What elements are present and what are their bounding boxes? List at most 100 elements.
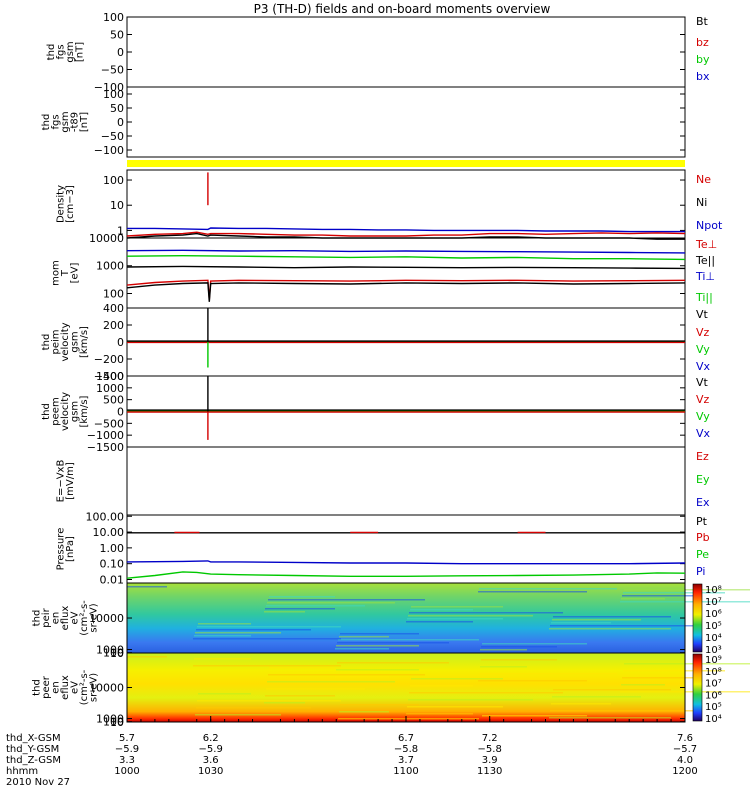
legend-entry: Vy xyxy=(696,410,710,423)
y-axis-label: [cm−3] xyxy=(65,185,76,223)
spectrogram-streak xyxy=(335,648,389,650)
x-tick-label: 5.7 xyxy=(119,733,135,744)
spectrogram-streak xyxy=(411,678,503,680)
x-tick-label: 3.3 xyxy=(119,755,135,766)
spectrogram-streak xyxy=(478,680,587,682)
spectrogram-streak xyxy=(337,642,449,644)
spectrogram-streak xyxy=(195,714,281,716)
series-line xyxy=(126,265,686,270)
spectrogram-streak xyxy=(409,612,563,614)
y-axis-label: gsm xyxy=(60,111,71,132)
spectrogram-streak xyxy=(410,609,473,611)
y-tick-label: 10 xyxy=(110,716,124,729)
mode-bar xyxy=(127,160,685,167)
panel-pressure: 100.00 10.00 1.00 0.10 0.01 Pressure[nPa] Pt Pb… xyxy=(55,510,709,586)
y-tick-label: 400 xyxy=(103,302,124,315)
y-axis-label: T xyxy=(60,269,71,277)
spectrogram-peir xyxy=(127,583,685,653)
spectrogram-streak xyxy=(337,662,449,664)
y-axis-label: thd xyxy=(46,44,57,61)
spectrogram-streak xyxy=(407,706,503,708)
legend-entry: Te|| xyxy=(695,254,715,267)
spectrogram-streak xyxy=(623,592,725,594)
legend-entry: Pi xyxy=(696,565,705,578)
axis-row-label: thd_Y-GSM xyxy=(6,744,59,755)
y-axis-label: Pressure xyxy=(55,528,66,571)
spectrogram-streak xyxy=(264,702,305,704)
x-tick-label: −5.8 xyxy=(394,744,418,755)
legend-entry: Vx xyxy=(696,360,711,373)
spectrogram-streak xyxy=(549,628,671,630)
spectrogram-streak xyxy=(622,677,695,679)
spectrogram-streak xyxy=(410,685,473,687)
y-tick-label: −100 xyxy=(94,144,124,157)
x-tick-label: 1000 xyxy=(114,766,139,777)
y-axis-label: thd xyxy=(32,610,43,627)
spectrogram-streak xyxy=(551,703,611,705)
spectrogram-streak xyxy=(269,596,335,598)
y-axis-label: [eV] xyxy=(70,263,81,284)
y-axis-label: sr-eV) xyxy=(89,603,100,632)
spectrogram-streak xyxy=(622,595,695,597)
y-axis-label: thd xyxy=(41,403,52,420)
y-axis-label: [km/s] xyxy=(79,395,90,427)
panels: 100500−50−100thdfgsgsm[nT]Btbzbybx100500… xyxy=(32,11,750,729)
x-tick-label: 6.2 xyxy=(203,733,219,744)
series-line xyxy=(126,279,686,300)
y-axis-label: thd xyxy=(41,114,52,131)
y-tick-label: 1000 xyxy=(96,382,124,395)
colorbar-strip xyxy=(692,653,703,722)
legend-entry: Ez xyxy=(696,450,709,463)
spectrogram-streak xyxy=(551,622,611,624)
y-tick-label: 1 xyxy=(117,224,124,237)
axis-row-label: 2010 Nov 27 xyxy=(6,777,70,788)
y-tick-label: 0.10 xyxy=(100,558,125,571)
y-axis-label: gsm xyxy=(65,41,76,62)
legend-entry: Vy xyxy=(696,343,710,356)
spectrogram-streak xyxy=(266,688,365,690)
spectrogram-streak xyxy=(624,663,750,665)
y-tick-label: 10000 xyxy=(89,612,124,625)
x-tick-label: 1130 xyxy=(477,766,502,777)
x-tick-label: −5.9 xyxy=(115,744,139,755)
spectrogram-streak xyxy=(267,602,395,604)
spectrogram-streak xyxy=(550,625,701,627)
spectrogram-streak xyxy=(197,700,341,702)
spectrogram-streak xyxy=(553,689,671,691)
spectrogram-streak xyxy=(268,674,425,676)
spectrogram-streak xyxy=(198,623,251,625)
spectrogram-streak xyxy=(481,659,557,661)
x-tick-label: 1100 xyxy=(393,766,418,777)
y-tick-label: 1000 xyxy=(96,713,124,726)
x-tick-label: −5.7 xyxy=(673,744,697,755)
spectrogram-streak xyxy=(480,666,527,668)
spectrogram-streak xyxy=(266,605,365,607)
legend-entry: Vz xyxy=(696,393,710,406)
spectrogram-streak xyxy=(265,608,335,610)
colorbar-label: 10⁵ xyxy=(705,621,722,632)
y-axis-label: gsm xyxy=(70,401,81,422)
legend-entry: by xyxy=(696,53,710,66)
series-line xyxy=(127,227,685,233)
y-tick-label: −50 xyxy=(101,130,124,143)
series-line xyxy=(126,231,686,237)
series-line xyxy=(126,249,686,254)
spectrogram-streak xyxy=(335,676,389,678)
panel-frame xyxy=(126,446,686,516)
panel-frame xyxy=(126,16,686,88)
y-tick-label: −200 xyxy=(94,353,124,366)
y-axis-label: [nPa] xyxy=(65,536,76,562)
legend-entry: Te⊥ xyxy=(695,238,717,251)
y-axis-label: [nT] xyxy=(74,42,85,62)
y-axis-label: peir xyxy=(41,607,52,627)
spectrogram-streak xyxy=(340,704,419,706)
colorbar-label: 10⁷ xyxy=(705,679,722,690)
legend-entry: Pe xyxy=(696,548,709,561)
spectrogram-streak xyxy=(196,707,311,709)
